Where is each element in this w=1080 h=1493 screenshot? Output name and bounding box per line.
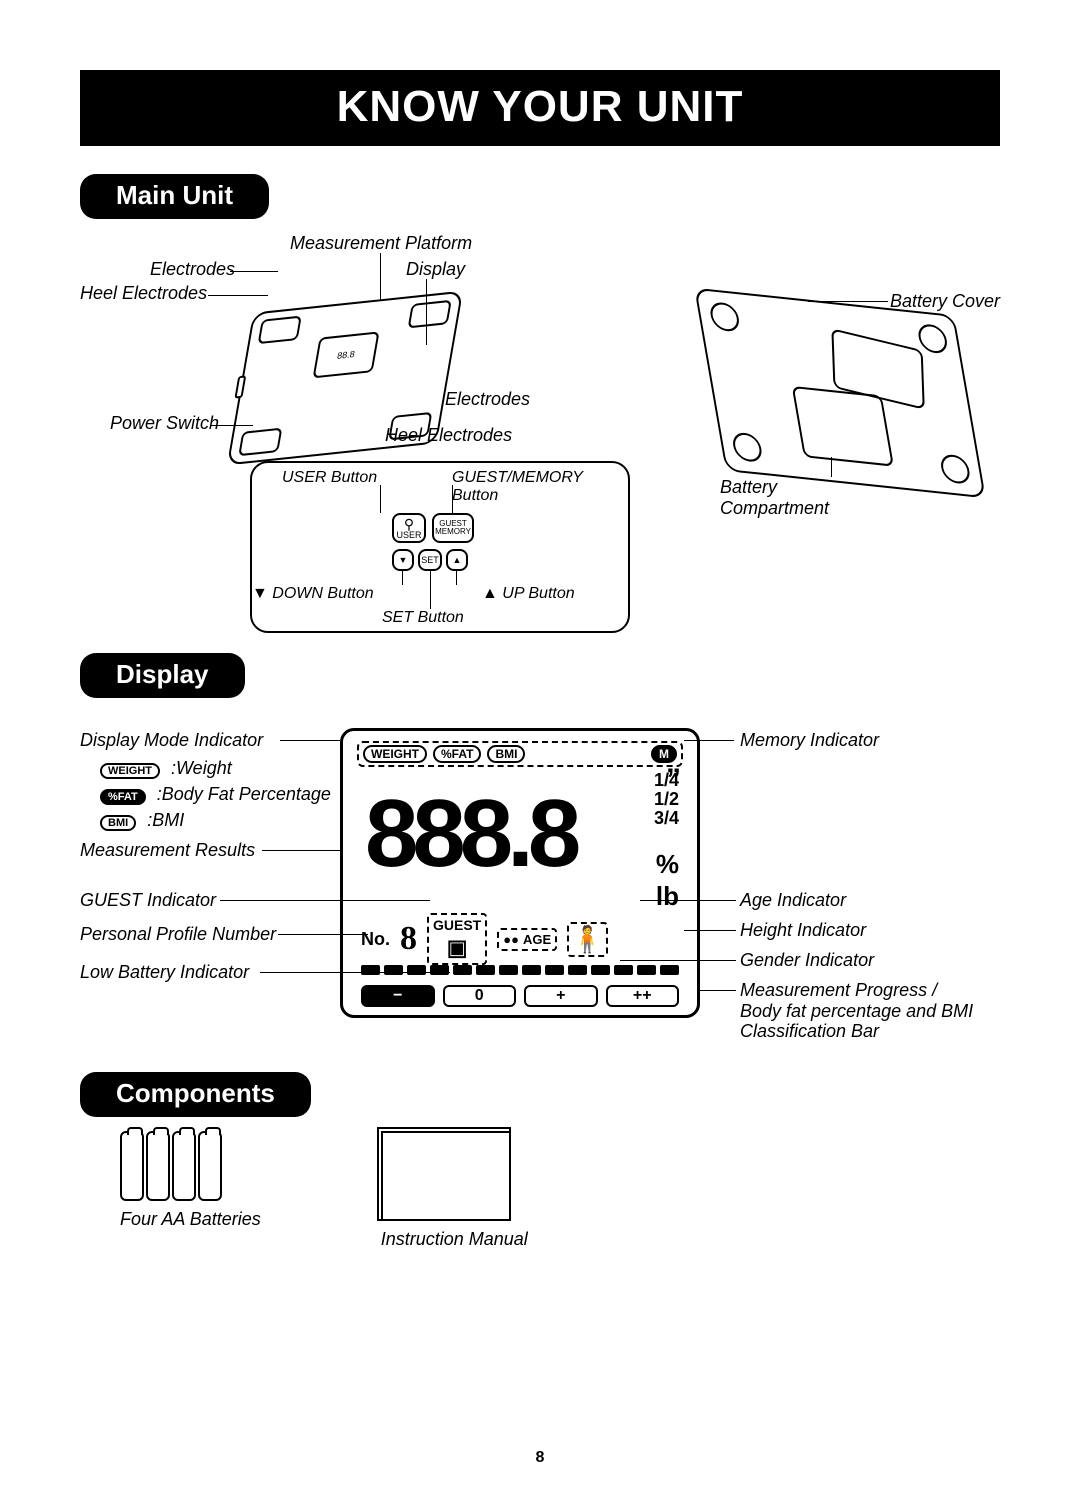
aa-battery-icon bbox=[120, 1131, 144, 1201]
label-measurement-platform: Measurement Platform bbox=[290, 233, 472, 254]
display-figure: WEIGHT %FAT BMI M ” 1/4 1/2 3/4 888.8 % … bbox=[80, 712, 1000, 1052]
set-caption: SET bbox=[421, 556, 439, 565]
unit-lb: lb bbox=[656, 881, 679, 912]
pill-weight: WEIGHT bbox=[363, 745, 427, 763]
main-unit-figure: 88.8 Measurement Platform Electrodes Dis… bbox=[80, 233, 1000, 633]
up-triangle-icon: ▲ bbox=[482, 585, 498, 602]
heel-electrode-pad bbox=[238, 428, 282, 457]
down-glyph: ▼ bbox=[399, 556, 408, 565]
user-icon: ⚲ bbox=[404, 517, 414, 531]
foot-icon bbox=[916, 323, 949, 354]
section-components: Components Four AA Batteries Instruction… bbox=[80, 1072, 1000, 1250]
unit-percent: % bbox=[656, 849, 679, 880]
user-button[interactable]: ⚲ USER bbox=[392, 513, 426, 543]
tab-display: Display bbox=[80, 653, 245, 698]
memory-caption: MEMORY bbox=[435, 528, 471, 536]
label-low-battery: Low Battery Indicator bbox=[80, 962, 249, 983]
tab-components: Components bbox=[80, 1072, 311, 1117]
manual-icon bbox=[381, 1131, 511, 1221]
label-batteries: Four AA Batteries bbox=[120, 1209, 261, 1230]
section-main-unit: Main Unit 88.8 Measurement Platform Elec… bbox=[80, 174, 1000, 633]
display-on-scale: 88.8 bbox=[313, 331, 380, 378]
legend-fat: %FAT :Body Fat Percentage bbox=[100, 784, 331, 805]
pill-mini-bmi: BMI bbox=[100, 815, 136, 831]
label-memory-indicator: Memory Indicator bbox=[740, 730, 879, 751]
pill-mini-fat: %FAT bbox=[100, 789, 146, 805]
label-display-mode-indicator: Display Mode Indicator bbox=[80, 730, 263, 751]
page-title: KNOW YOUR UNIT bbox=[80, 70, 1000, 146]
label-electrodes-2: Electrodes bbox=[445, 389, 530, 410]
battery-compartment-icon bbox=[792, 386, 894, 467]
label-down-button: ▼ DOWN Button bbox=[252, 585, 374, 603]
button-panel: USER Button GUEST/MEMORY Button ⚲ USER G… bbox=[250, 461, 630, 633]
legend-bmi: BMI :BMI bbox=[100, 810, 184, 831]
foot-icon bbox=[708, 301, 741, 332]
label-display: Display bbox=[406, 259, 465, 280]
classification-row: − 0 + ++ bbox=[361, 985, 679, 1007]
label-battery-cover: Battery Cover bbox=[890, 291, 1000, 312]
electrode-pad bbox=[408, 300, 452, 329]
label-up-button: ▲ UP Button bbox=[482, 585, 575, 603]
label-heel-electrodes-2: Heel Electrodes bbox=[385, 425, 512, 446]
up-button[interactable]: ▲ bbox=[446, 549, 468, 571]
label-profile-number: Personal Profile Number bbox=[80, 924, 276, 945]
profile-digit: 8 bbox=[400, 920, 417, 958]
guest-memory-button[interactable]: GUEST MEMORY bbox=[432, 513, 474, 543]
main-digits: 888.8 bbox=[365, 779, 575, 889]
no-label: No. bbox=[361, 929, 390, 950]
gender-icon: ●● bbox=[503, 932, 519, 947]
label-electrodes: Electrodes bbox=[150, 259, 235, 280]
class-plusplus: ++ bbox=[606, 985, 680, 1007]
electrode-pad bbox=[258, 316, 302, 345]
label-battery-compartment: Battery Compartment bbox=[720, 477, 850, 519]
pill-bmi: BMI bbox=[487, 745, 525, 763]
label-guest-memory-button: GUEST/MEMORY Button bbox=[452, 469, 582, 504]
label-measurement-results: Measurement Results bbox=[80, 840, 255, 861]
height-person-icon: 🧍 bbox=[567, 922, 607, 957]
label-heel-electrodes: Heel Electrodes bbox=[80, 283, 207, 304]
down-button[interactable]: ▼ bbox=[392, 549, 414, 571]
mid-row: No. 8 GUEST ▣ ●● AGE 🧍 bbox=[361, 917, 679, 961]
foot-icon bbox=[731, 432, 764, 463]
legend-weight: WEIGHT :Weight bbox=[100, 758, 232, 779]
label-age-indicator: Age Indicator bbox=[740, 890, 846, 911]
tab-main-unit: Main Unit bbox=[80, 174, 269, 219]
up-glyph: ▲ bbox=[453, 556, 462, 565]
set-button[interactable]: SET bbox=[418, 549, 442, 571]
label-set-button: SET Button bbox=[382, 609, 464, 627]
down-triangle-icon: ▼ bbox=[252, 585, 268, 602]
pill-fat: %FAT bbox=[433, 745, 481, 763]
class-zero: 0 bbox=[443, 985, 517, 1007]
page-number: 8 bbox=[0, 1449, 1080, 1467]
scale-bottom-view bbox=[694, 288, 986, 499]
class-minus: − bbox=[361, 985, 435, 1007]
components-figure: Four AA Batteries Instruction Manual bbox=[80, 1131, 1000, 1250]
fraction-indicators: 1/4 1/2 3/4 bbox=[654, 771, 679, 828]
age-box: ●● AGE bbox=[497, 928, 557, 951]
low-battery-icon: ▣ bbox=[447, 935, 468, 961]
power-switch-icon bbox=[234, 375, 246, 398]
batteries-group: Four AA Batteries bbox=[120, 1131, 261, 1250]
guest-box: GUEST ▣ bbox=[427, 913, 487, 965]
label-height-indicator: Height Indicator bbox=[740, 920, 866, 941]
aa-battery-icon bbox=[146, 1131, 170, 1201]
aa-battery-icon bbox=[198, 1131, 222, 1201]
label-user-button: USER Button bbox=[282, 469, 377, 487]
label-guest-indicator: GUEST Indicator bbox=[80, 890, 216, 911]
lcd-panel: WEIGHT %FAT BMI M ” 1/4 1/2 3/4 888.8 % … bbox=[340, 728, 700, 1018]
section-display: Display WEIGHT %FAT BMI M ” 1/4 1/2 3/4 … bbox=[80, 653, 1000, 1052]
label-manual: Instruction Manual bbox=[381, 1229, 528, 1250]
class-plus: + bbox=[524, 985, 598, 1007]
user-button-caption: USER bbox=[396, 531, 421, 540]
pill-memory: M bbox=[651, 745, 677, 763]
label-power-switch: Power Switch bbox=[110, 413, 219, 434]
mode-row: WEIGHT %FAT BMI M bbox=[357, 741, 683, 767]
label-progress-bar: Measurement Progress / Body fat percenta… bbox=[740, 980, 980, 1042]
foot-icon bbox=[939, 453, 972, 484]
label-gender-indicator: Gender Indicator bbox=[740, 950, 874, 971]
aa-battery-icon bbox=[172, 1131, 196, 1201]
pill-mini-weight: WEIGHT bbox=[100, 763, 160, 779]
manual-group: Instruction Manual bbox=[381, 1131, 528, 1250]
